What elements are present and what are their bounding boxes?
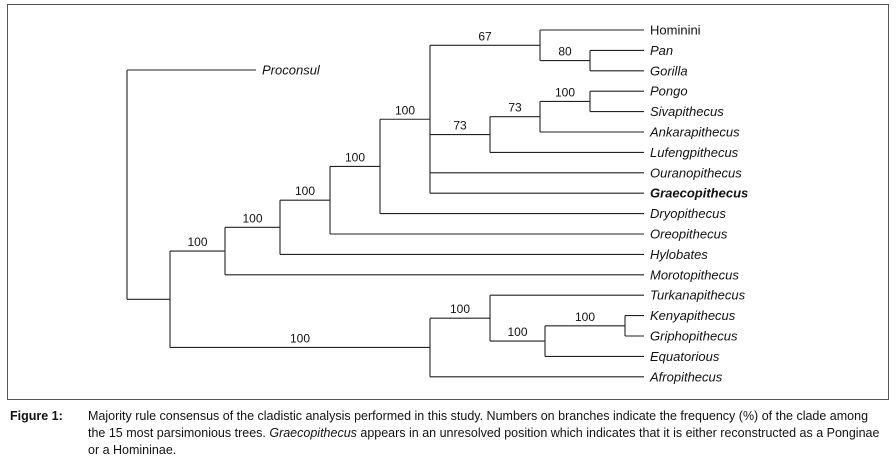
figure-caption-text: Majority rule consensus of the cladistic… <box>88 408 882 459</box>
taxon-label-hylobates: Hylobates <box>650 247 708 262</box>
support-label: 73 <box>453 119 467 133</box>
taxon-label-oreopithecus: Oreopithecus <box>650 227 728 242</box>
caption-text-part2: appears in an unresolved position which … <box>88 426 880 457</box>
taxon-label-griphopithecus: Griphopithecus <box>650 329 738 344</box>
support-label: 100 <box>345 150 365 164</box>
taxon-label-kenyapithecus: Kenyapithecus <box>650 308 736 323</box>
support-label: 100 <box>395 103 415 117</box>
support-label: 100 <box>575 310 595 324</box>
taxon-label-graecopithecus: Graecopithecus <box>650 186 748 201</box>
taxon-label-dryopithecus: Dryopithecus <box>650 206 726 221</box>
support-label: 80 <box>558 45 572 59</box>
support-label: 100 <box>450 302 470 316</box>
taxon-label-proconsul: Proconsul <box>262 63 321 78</box>
taxon-label-gorilla: Gorilla <box>650 63 688 78</box>
taxon-label-lufengpithecus: Lufengpithecus <box>650 145 739 160</box>
support-label: 73 <box>508 101 522 115</box>
support-label: 100 <box>295 184 315 198</box>
support-label: 100 <box>242 211 262 225</box>
support-label: 100 <box>187 235 207 249</box>
taxon-label-morotopithecus: Morotopithecus <box>650 267 739 282</box>
cladogram-svg: Proconsul 100 100 100 100 100 67 Hominini 80 Pan G… <box>7 4 889 400</box>
taxon-label-ankarapithecus: Ankarapithecus <box>649 125 740 140</box>
figure-border <box>7 4 889 400</box>
support-label: 100 <box>507 325 527 339</box>
support-label: 100 <box>290 331 310 345</box>
support-label: 67 <box>478 29 492 43</box>
caption-text-part1: Majority rule consensus of the cladistic… <box>88 409 869 440</box>
taxon-label-ouranopithecus: Ouranopithecus <box>650 165 742 180</box>
taxon-label-pongo: Pongo <box>650 84 688 99</box>
taxon-label-turkanapithecus: Turkanapithecus <box>650 288 746 303</box>
taxon-label-hominini: Hominini <box>650 23 701 38</box>
figure-caption: Figure 1: Majority rule consensus of the… <box>10 408 882 459</box>
caption-italic-graecopithecus: Graecopithecus <box>269 426 357 440</box>
taxon-label-sivapithecus: Sivapithecus <box>650 104 724 119</box>
figure-caption-label: Figure 1: <box>10 409 63 423</box>
taxon-label-equatorious: Equatorious <box>650 349 720 364</box>
taxon-label-pan: Pan <box>650 43 673 58</box>
taxon-label-afropithecus: Afropithecus <box>649 369 723 384</box>
support-label: 100 <box>555 85 575 99</box>
